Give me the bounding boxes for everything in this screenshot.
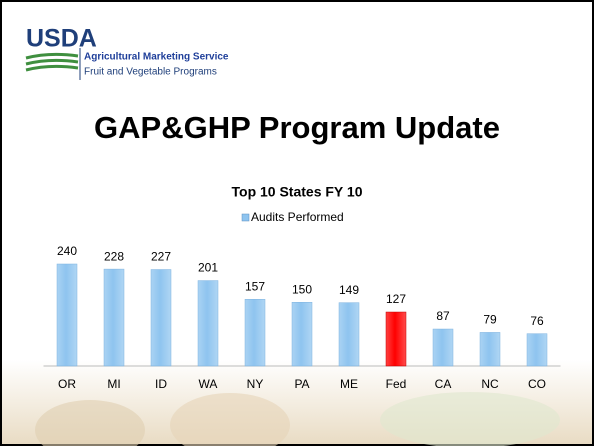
x-tick-label: ME <box>340 377 358 391</box>
logo-swoosh <box>25 52 79 60</box>
data-label: 227 <box>151 250 171 264</box>
x-tick-label: CA <box>435 377 452 391</box>
bar <box>432 328 454 367</box>
background-figure <box>380 392 560 446</box>
data-label: 149 <box>339 283 359 297</box>
x-tick-label: Fed <box>386 377 407 391</box>
x-tick-label: ID <box>155 377 167 391</box>
background-figure <box>170 393 290 446</box>
data-label: 157 <box>245 279 265 293</box>
background-figure <box>35 400 145 446</box>
bar <box>291 302 313 367</box>
logo-swoosh <box>25 58 79 66</box>
data-label: 240 <box>57 244 77 258</box>
bar <box>244 299 266 367</box>
agency-name: Agricultural Marketing Service <box>84 52 229 63</box>
data-label: 150 <box>292 282 312 296</box>
bar <box>338 302 360 367</box>
x-tick-label: CO <box>528 377 546 391</box>
x-tick-label: WA <box>199 377 218 391</box>
bar <box>526 333 548 367</box>
bar <box>56 263 78 367</box>
legend-marker <box>241 213 250 222</box>
x-tick-label: MI <box>107 377 120 391</box>
x-tick-label: NY <box>247 377 264 391</box>
chart-title: Top 10 States FY 10 <box>232 184 363 200</box>
x-tick-label: NC <box>481 377 499 391</box>
bar <box>479 332 501 367</box>
logo-swoosh <box>25 64 79 72</box>
program-name: Fruit and Vegetable Programs <box>84 67 217 78</box>
x-tick-label: OR <box>58 377 76 391</box>
data-label: 87 <box>436 309 450 323</box>
data-label: 76 <box>530 314 544 328</box>
data-label: 201 <box>198 261 218 275</box>
legend-label: Audits Performed <box>251 210 344 224</box>
x-tick-label: PA <box>294 377 309 391</box>
data-label: 127 <box>386 292 406 306</box>
data-label: 228 <box>104 249 124 263</box>
slide-title: GAP&GHP Program Update <box>94 110 500 145</box>
logo: USDA <box>26 25 97 53</box>
bar <box>150 269 172 367</box>
data-label: 79 <box>483 313 497 327</box>
bar <box>385 311 407 367</box>
bar <box>197 280 219 367</box>
bar <box>103 268 125 367</box>
